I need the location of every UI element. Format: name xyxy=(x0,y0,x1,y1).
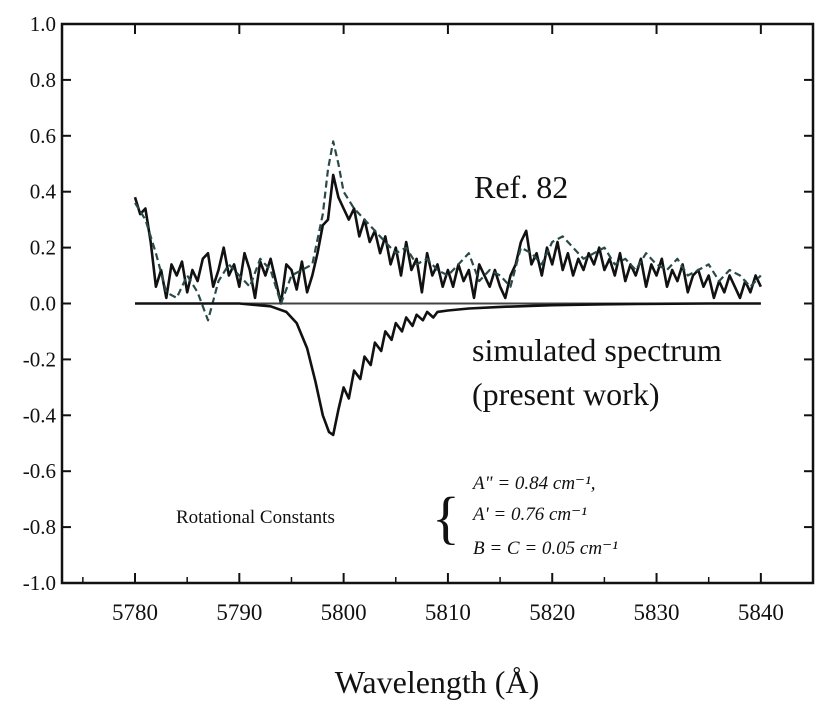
x-tick-label: 5790 xyxy=(216,600,262,625)
observed-spectrum-line xyxy=(133,173,762,305)
series-layer xyxy=(133,140,762,437)
x-tick-label: 5800 xyxy=(321,600,367,625)
x-axis: 5780 5790 5800 5810 5820 5830 5840 xyxy=(82,24,784,625)
y-tick-label: -1.0 xyxy=(23,571,56,595)
x-tick-label: 5830 xyxy=(634,600,680,625)
present-work-label: (present work) xyxy=(472,376,659,412)
x-axis-label: Wavelength (Å) xyxy=(335,664,539,700)
y-tick-label: -0.8 xyxy=(23,515,56,539)
x-tick-label: 5840 xyxy=(738,600,784,625)
y-tick-label: -0.4 xyxy=(23,403,57,427)
observed-dashed-line xyxy=(134,140,762,322)
ref-82-label: Ref. 82 xyxy=(474,169,568,205)
x-tick-label: 5810 xyxy=(425,600,471,625)
y-tick-label: -0.2 xyxy=(23,347,56,371)
constant-b-c: B = C = 0.05 cm⁻¹ xyxy=(473,538,618,559)
y-tick-label: 0.2 xyxy=(30,236,56,260)
constant-a-prime: A' = 0.76 cm⁻¹ xyxy=(471,504,587,525)
y-tick-label: 0.8 xyxy=(30,68,56,92)
constant-a-double-prime: A" = 0.84 cm⁻¹, xyxy=(471,473,596,494)
y-tick-label: 0.4 xyxy=(30,180,57,204)
y-tick-label: 1.0 xyxy=(30,12,56,36)
simulated-spectrum-label: simulated spectrum xyxy=(472,332,722,368)
y-tick-label: 0.6 xyxy=(30,124,56,148)
rotational-constants-label: Rotational Constants xyxy=(176,507,335,528)
y-tick-label: -0.6 xyxy=(23,459,56,483)
x-tick-label: 5820 xyxy=(529,600,575,625)
y-tick-label: 0.0 xyxy=(30,292,56,316)
constants-brace: { xyxy=(432,485,460,550)
simulated-spectrum-line xyxy=(135,302,761,437)
x-tick-label: 5780 xyxy=(112,600,158,625)
y-axis: 1.0 0.8 0.6 0.4 0.2 0.0 -0.2 -0.4 -0.6 -0.8 -1.0 xyxy=(23,12,813,595)
